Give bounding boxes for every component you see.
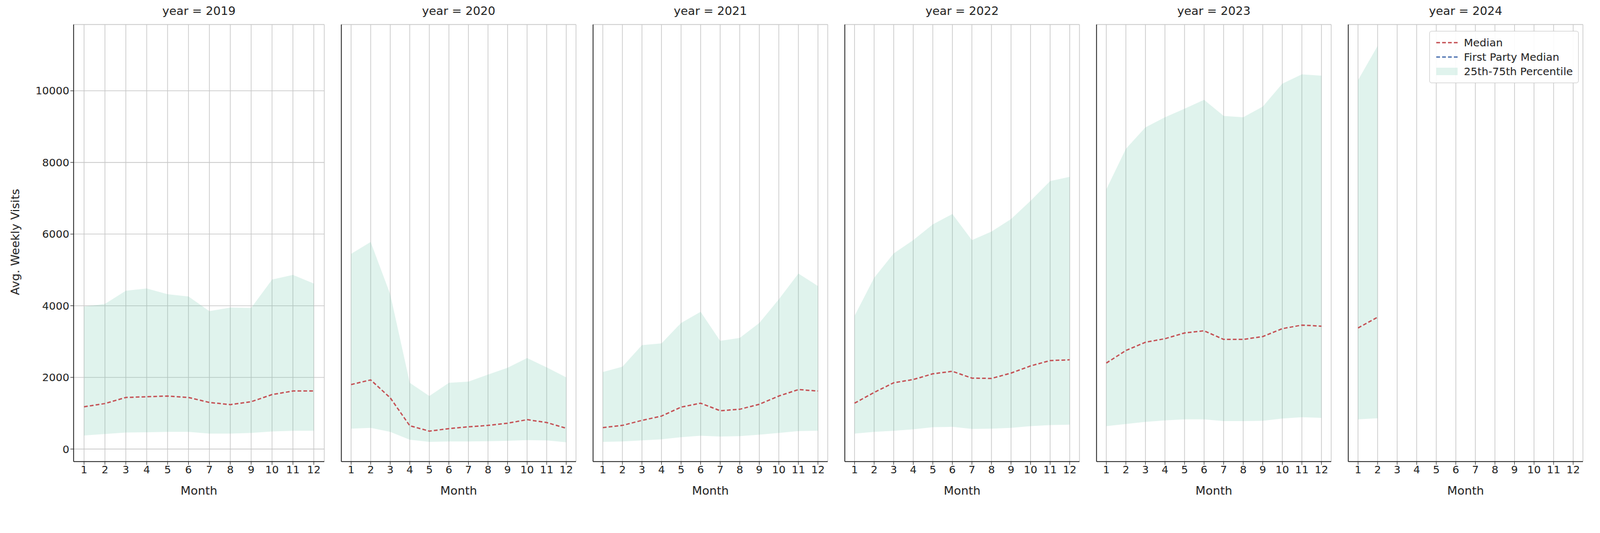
svg-text:6: 6 [185,463,192,477]
svg-text:6: 6 [1452,463,1460,477]
svg-text:10: 10 [1275,463,1290,477]
svg-text:1: 1 [347,463,355,477]
svg-text:11: 11 [539,463,554,477]
svg-text:10: 10 [265,463,279,477]
html-text:year = 2024: year = 2024 [1428,4,1503,18]
svg-text:2: 2 [619,463,627,477]
html-text:First Party Median: First Party Median [1463,50,1560,64]
svg-text:7: 7 [716,463,724,477]
svg-text:5: 5 [164,463,172,477]
svg-text:12: 12 [811,463,825,477]
svg-text:9: 9 [248,463,255,477]
svg-text:6: 6 [1200,463,1208,477]
svg-text:3: 3 [638,463,646,477]
svg-text:1: 1 [1102,463,1110,477]
html-text:25th-75th Percentile: 25th-75th Percentile [1463,65,1573,78]
svg-text:9: 9 [755,463,763,477]
svg-text:4000: 4000 [42,299,70,313]
svg-text:Month: Month [1195,484,1233,498]
svg-text:10: 10 [772,463,786,477]
svg-text:1: 1 [1354,463,1362,477]
svg-text:10: 10 [520,463,534,477]
svg-text:6: 6 [948,463,956,477]
svg-text:6: 6 [697,463,704,477]
svg-text:2: 2 [870,463,878,477]
svg-text:12: 12 [559,463,573,477]
svg-text:3: 3 [122,463,130,477]
svg-text:12: 12 [307,463,321,477]
svg-text:8000: 8000 [42,156,70,170]
svg-text:8: 8 [226,463,234,477]
svg-text:9: 9 [504,463,511,477]
svg-text:2: 2 [1122,463,1130,477]
html-text:year = 2020: year = 2020 [422,4,496,18]
svg-text:10: 10 [1024,463,1038,477]
svg-text:2000: 2000 [42,371,70,384]
svg-text:1: 1 [80,463,88,477]
svg-text:11: 11 [1294,463,1309,477]
svg-text:8: 8 [484,463,492,477]
svg-text:Month: Month [692,484,730,498]
svg-text:2: 2 [101,463,109,477]
svg-text:9: 9 [1007,463,1015,477]
svg-text:8: 8 [988,463,996,477]
svg-text:7: 7 [968,463,976,477]
svg-text:4: 4 [406,463,414,477]
html-text:Avg. Weekly Visits: Avg. Weekly Visits [8,188,22,296]
svg-text:6000: 6000 [42,227,70,241]
svg-text:3: 3 [1393,463,1401,477]
svg-text:5: 5 [677,463,685,477]
svg-text:4: 4 [1413,463,1421,477]
svg-text:6: 6 [445,463,453,477]
svg-text:12: 12 [1062,463,1077,477]
svg-text:7: 7 [1220,463,1228,477]
svg-text:5: 5 [929,463,937,477]
svg-text:Month: Month [944,484,981,498]
html-text:year = 2023: year = 2023 [1177,4,1251,18]
svg-text:Month: Month [440,484,478,498]
svg-text:5: 5 [426,463,434,477]
svg-text:Month: Month [180,484,218,498]
svg-text:4: 4 [658,463,666,477]
svg-text:11: 11 [1546,463,1560,477]
svg-text:4: 4 [909,463,917,477]
svg-text:5: 5 [1181,463,1189,477]
svg-text:11: 11 [286,463,300,477]
svg-text:0: 0 [62,443,70,456]
svg-text:7: 7 [205,463,213,477]
html-text:Median: Median [1463,36,1503,50]
svg-text:8: 8 [736,463,744,477]
svg-text:9: 9 [1510,463,1518,477]
svg-text:7: 7 [1472,463,1479,477]
svg-text:10000: 10000 [35,84,70,98]
svg-text:3: 3 [386,463,394,477]
svg-text:3: 3 [1141,463,1149,477]
svg-text:4: 4 [1161,463,1169,477]
html-text:year = 2022: year = 2022 [925,4,999,18]
html-text:year = 2021: year = 2021 [673,4,748,18]
svg-text:12: 12 [1314,463,1328,477]
html-text:year = 2019: year = 2019 [162,4,236,18]
svg-text:2: 2 [1374,463,1382,477]
svg-text:2: 2 [367,463,375,477]
svg-text:12: 12 [1566,463,1580,477]
svg-text:Month: Month [1447,484,1485,498]
svg-text:7: 7 [465,463,472,477]
svg-text:1: 1 [851,463,859,477]
svg-text:8: 8 [1491,463,1499,477]
svg-text:10: 10 [1527,463,1541,477]
svg-text:4: 4 [143,463,151,477]
svg-text:8: 8 [1240,463,1247,477]
svg-text:3: 3 [890,463,898,477]
svg-text:11: 11 [791,463,805,477]
svg-text:11: 11 [1043,463,1057,477]
svg-text:1: 1 [599,463,607,477]
svg-text:9: 9 [1259,463,1267,477]
svg-text:5: 5 [1433,463,1440,477]
